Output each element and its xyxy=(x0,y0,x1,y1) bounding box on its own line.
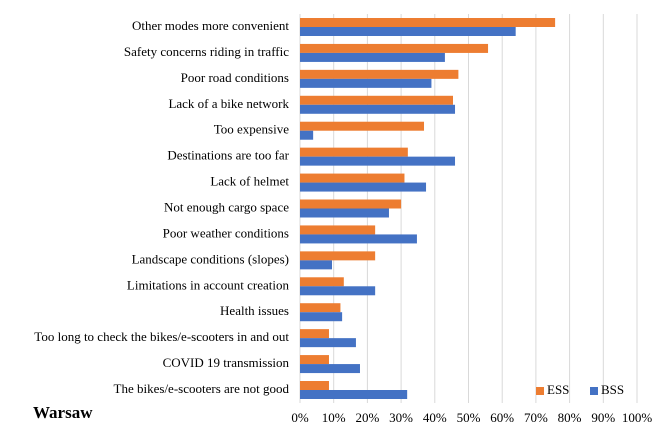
bar xyxy=(300,43,489,53)
x-tick-label: 80% xyxy=(558,410,582,425)
x-tick-label: 60% xyxy=(490,410,514,425)
y-tick-label: Too long to check the bikes/e-scooters i… xyxy=(34,329,289,344)
bar xyxy=(300,27,516,36)
bar xyxy=(300,78,432,88)
y-tick-label: Not enough cargo space xyxy=(164,199,289,214)
bar xyxy=(300,121,425,131)
x-tick-label: 70% xyxy=(524,410,548,425)
x-tick-label: 0% xyxy=(291,410,309,425)
y-tick-label: Health issues xyxy=(220,303,289,318)
bar xyxy=(300,234,417,244)
x-tick-label: 90% xyxy=(591,410,615,425)
chart-title: Warsaw xyxy=(33,403,93,422)
bar xyxy=(300,277,344,287)
legend-label: BSS xyxy=(601,382,624,397)
bar xyxy=(300,381,329,390)
y-tick-label: Landscape conditions (slopes) xyxy=(132,251,289,266)
y-tick-label: Too expensive xyxy=(214,122,289,137)
x-tick-label: 30% xyxy=(389,410,413,425)
legend-swatch xyxy=(536,387,544,395)
bar xyxy=(300,338,356,348)
y-tick-label: Lack of a bike network xyxy=(168,96,289,111)
y-tick-label: Limitations in account creation xyxy=(127,277,290,292)
bar xyxy=(300,173,405,183)
bar xyxy=(300,182,427,192)
y-tick-label: Other modes more convenient xyxy=(132,18,289,33)
y-tick-label: The bikes/e-scooters are not good xyxy=(114,381,290,396)
bar xyxy=(300,303,341,313)
x-tick-label: 20% xyxy=(355,410,379,425)
bar xyxy=(300,130,314,140)
x-tick-label: 100% xyxy=(622,410,653,425)
bar xyxy=(300,156,456,166)
x-tick-label: 40% xyxy=(423,410,447,425)
bar xyxy=(300,364,360,374)
legend-label: ESS xyxy=(547,382,569,397)
y-tick-label: COVID 19 transmission xyxy=(163,355,290,370)
bar xyxy=(300,69,459,79)
bar xyxy=(300,52,445,62)
y-tick-label: Destinations are too far xyxy=(167,148,289,163)
bar xyxy=(300,208,389,218)
bar xyxy=(300,251,376,261)
bar xyxy=(300,147,408,157)
y-tick-label: Lack of helmet xyxy=(210,174,289,189)
x-tick-label: 10% xyxy=(322,410,346,425)
bar xyxy=(300,260,333,270)
bar xyxy=(300,355,329,365)
bar xyxy=(300,286,376,296)
bar xyxy=(300,225,376,235)
bar xyxy=(300,199,402,209)
bar xyxy=(300,95,453,105)
bar xyxy=(300,18,556,27)
bar xyxy=(300,104,456,114)
bar xyxy=(300,329,329,339)
bar xyxy=(300,390,408,399)
y-tick-label: Poor road conditions xyxy=(181,70,289,85)
bar xyxy=(300,312,343,322)
y-tick-label: Safety concerns riding in traffic xyxy=(124,44,289,59)
y-tick-label: Poor weather conditions xyxy=(163,225,289,240)
x-tick-label: 50% xyxy=(457,410,481,425)
legend-swatch xyxy=(590,387,598,395)
